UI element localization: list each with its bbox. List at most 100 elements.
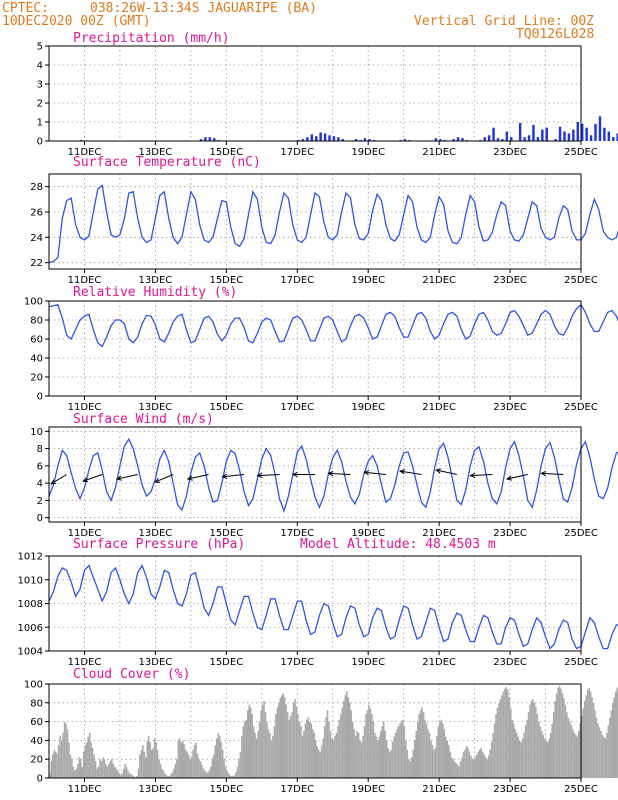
- cloud-bar: [579, 723, 581, 778]
- cloud-bar: [309, 721, 311, 778]
- cloud-bar: [592, 702, 595, 778]
- pressure-x-tick-label: 11DEC: [68, 657, 102, 668]
- humidity-x-tick-label: 25DEC: [564, 402, 598, 413]
- cloud-bar: [248, 704, 250, 778]
- cloud-bar: [288, 719, 290, 778]
- cloud-bar: [443, 729, 446, 778]
- cloud-bar: [78, 757, 81, 778]
- cloud-bar: [492, 732, 494, 778]
- cloud-bar: [382, 721, 385, 778]
- precip-bar: [612, 137, 615, 141]
- cloud-bar: [560, 688, 562, 778]
- cloud-bar: [244, 721, 246, 778]
- cloud-bar: [572, 729, 574, 778]
- cloud-bar: [523, 732, 525, 778]
- precip-bar: [518, 122, 522, 141]
- cloud-bar: [533, 702, 536, 778]
- cloud-bar: [201, 764, 203, 778]
- cloud-bar: [279, 698, 282, 778]
- pressure-title: Surface Pressure (hPa): [73, 537, 245, 552]
- wind-arrow-head: [221, 473, 228, 479]
- cloud-bar: [334, 735, 336, 778]
- wind-x-tick-label: 21DEC: [422, 528, 456, 539]
- precip-bar: [315, 136, 318, 141]
- cloud-bar: [220, 742, 222, 778]
- cloud-bar: [214, 745, 216, 778]
- wind-arrow-head: [435, 468, 442, 474]
- humidity-x-tick-label: 11DEC: [68, 402, 102, 413]
- cloud-bar: [94, 761, 97, 778]
- wind-y-tick-label: 8: [37, 444, 43, 455]
- temperature-x-tick-label: 11DEC: [68, 275, 102, 286]
- cloud-bar: [187, 754, 190, 778]
- cloud-bar: [269, 732, 271, 778]
- cloud-bar: [400, 721, 403, 778]
- cloud-bar: [283, 697, 286, 778]
- cloud-bar: [575, 734, 577, 778]
- cloud-bar: [557, 687, 559, 778]
- cloud-bar: [377, 740, 379, 778]
- precip-y-tick-label: 3: [37, 80, 43, 91]
- cloud-bar: [573, 732, 576, 778]
- cloud-bar: [233, 775, 236, 778]
- cloud-y-tick-label: 40: [30, 736, 43, 747]
- cloud-bar: [186, 751, 188, 778]
- cloud-bar: [49, 773, 51, 778]
- cloud-bar: [130, 774, 132, 778]
- cloud-bar: [594, 710, 596, 778]
- cloud-bar: [65, 723, 67, 778]
- cloud-bar: [421, 707, 423, 778]
- cloud-bar: [335, 732, 338, 778]
- wind-arrow: [82, 474, 103, 482]
- precip-bar: [461, 138, 464, 141]
- cloud-bar: [109, 761, 112, 778]
- precip-y-tick-label: 1: [37, 118, 43, 129]
- cloud-y-tick-label: 100: [24, 680, 43, 691]
- pressure-x-tick-label: 17DEC: [280, 657, 314, 668]
- temperature-x-tick-label: 15DEC: [209, 275, 243, 286]
- precip-bar: [208, 137, 212, 141]
- pressure-x-tick-label: 19DEC: [351, 657, 385, 668]
- cloud-bar: [381, 726, 383, 778]
- cloud-bar: [112, 763, 115, 778]
- wind-arrow: [154, 474, 174, 483]
- cloud-bar: [366, 710, 369, 778]
- cloud-bar: [289, 715, 292, 778]
- precip-bar: [439, 139, 442, 141]
- cloud-x-tick-label: 11DEC: [68, 784, 102, 795]
- cloud-bar: [436, 735, 438, 778]
- precip-bar: [483, 137, 486, 141]
- cloud-bar: [153, 738, 156, 778]
- cloud-bar: [515, 732, 518, 778]
- cloud-bar: [173, 768, 175, 778]
- cloud-bar: [388, 751, 391, 778]
- cloud-bar: [356, 731, 358, 778]
- cloud-bar: [467, 747, 469, 778]
- cloud-bar: [598, 727, 601, 778]
- cloud-bar: [586, 689, 589, 778]
- cloud-bar: [357, 732, 360, 778]
- precip-bar: [456, 137, 460, 141]
- temperature-x-tick-label: 21DEC: [422, 275, 456, 286]
- pressure-series-line: [48, 564, 618, 650]
- cloud-bar: [156, 749, 159, 778]
- cloud-bar: [306, 719, 308, 778]
- cloud-bar: [424, 719, 426, 778]
- precip-bar: [328, 135, 331, 141]
- cloud-bar: [588, 687, 590, 778]
- cloud-bar: [477, 751, 480, 778]
- precip-y-tick-label: 5: [37, 42, 43, 53]
- cloud-bar: [549, 732, 552, 778]
- temperature-panel: 22 24 26 28 11DEC 13DEC 15DEC 17DEC 19DEC 21DEC 23…: [30, 155, 618, 286]
- cloud-bar: [507, 689, 509, 778]
- precip-bar: [363, 138, 367, 141]
- cloud-bar: [170, 774, 172, 778]
- temperature-x-tick-label: 13DEC: [139, 275, 173, 286]
- cloud-bar: [164, 773, 166, 778]
- cloud-bar: [558, 685, 561, 778]
- cloud-bar: [252, 726, 255, 778]
- precip-bar: [576, 122, 580, 141]
- wind-arrow-head: [469, 472, 476, 479]
- cloud-bar: [554, 700, 556, 778]
- cloud-bar: [359, 740, 361, 778]
